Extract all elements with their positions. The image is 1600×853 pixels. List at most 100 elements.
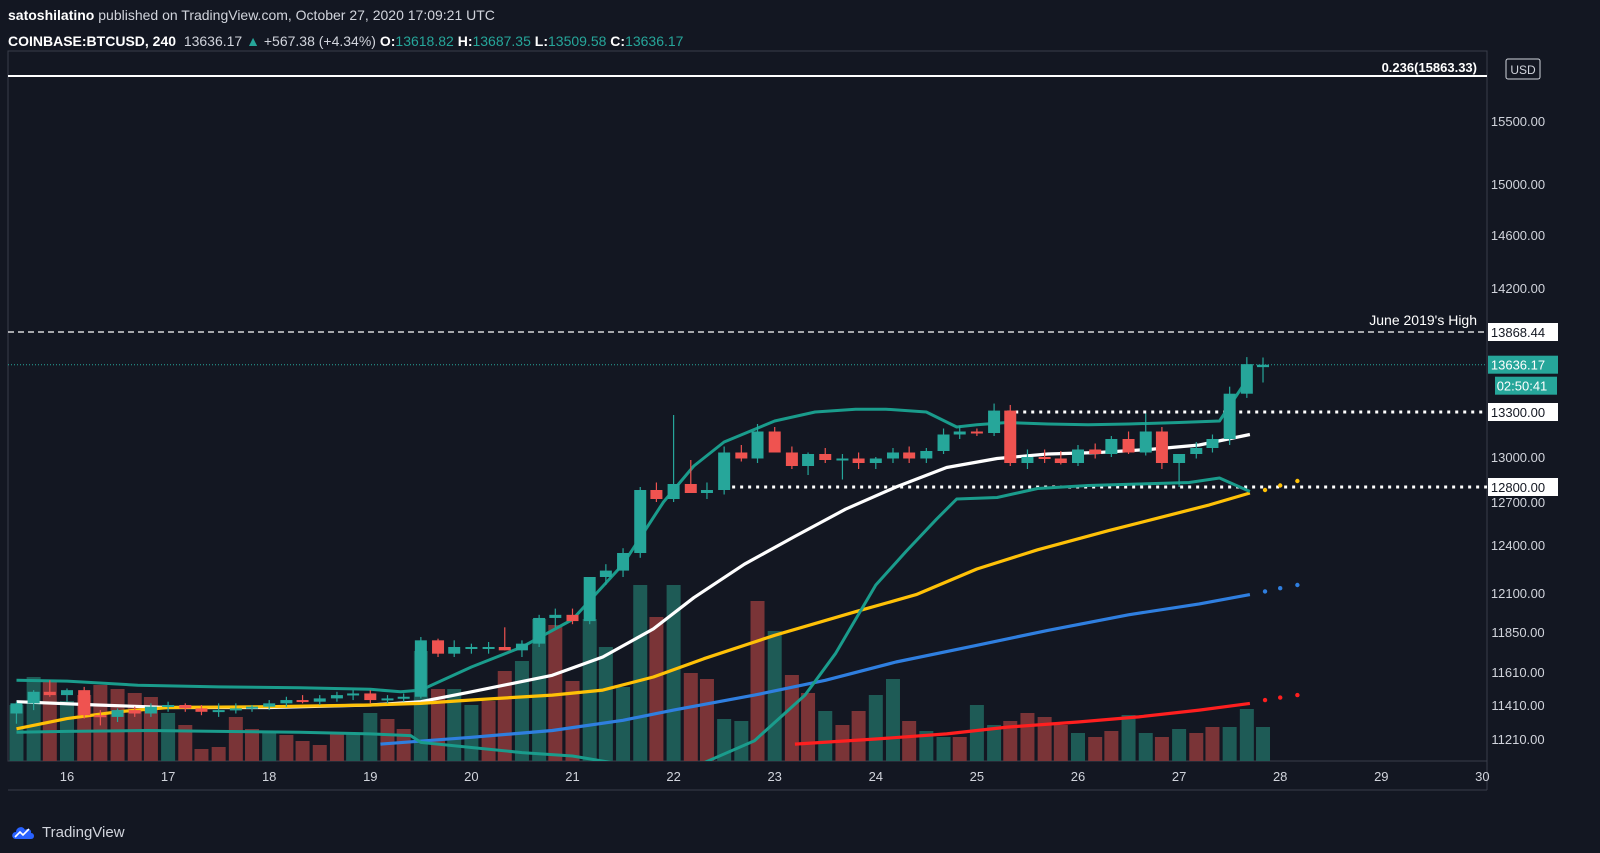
projection-dot-sma_blue	[1278, 586, 1283, 591]
volume-bar	[514, 661, 529, 761]
candle-body	[768, 431, 781, 453]
volume-bar	[228, 717, 243, 761]
candle-body	[229, 708, 242, 711]
candle-body	[1223, 393, 1236, 439]
candle-body	[684, 484, 697, 493]
projection-dot-sma_yellow	[1295, 478, 1300, 484]
tradingview-cloud-icon	[12, 827, 34, 839]
support-upper-price-tag-bg	[1488, 403, 1558, 421]
volume-bar	[497, 671, 512, 761]
projection-dot-sma_yellow	[1278, 483, 1283, 488]
chart-header: satoshilatino published on TradingView.c…	[8, 6, 1588, 50]
volume-bar	[346, 733, 361, 761]
candle-body	[313, 698, 326, 702]
volume-bar	[851, 711, 866, 761]
candle-body	[785, 452, 798, 466]
volume-bar	[1088, 737, 1103, 761]
candle-body	[1240, 364, 1253, 394]
indicator-line-sma_yellow	[16, 491, 1251, 731]
projection-dot-sma_red	[1295, 692, 1300, 698]
candle-body	[27, 691, 40, 704]
x-axis-tick-label: 29	[1374, 769, 1388, 784]
x-axis-tick-label: 25	[970, 769, 984, 784]
volume-bar	[1071, 733, 1085, 761]
candle-body	[751, 431, 764, 459]
volume-bar	[178, 725, 193, 761]
candle-body	[852, 458, 865, 463]
close-label: C:	[610, 33, 626, 49]
x-axis-tick-label: 19	[363, 769, 377, 784]
candle-body	[1190, 448, 1203, 454]
volume-bar	[987, 725, 1002, 761]
x-axis-tick-label: 16	[60, 769, 74, 784]
brand-name[interactable]: TradingView	[42, 823, 125, 841]
y-axis-tick-label: 14600.00	[1491, 228, 1545, 243]
volume-bar	[936, 737, 951, 761]
candle-body	[1089, 449, 1102, 454]
candle-body	[1122, 439, 1135, 453]
candle-body	[296, 700, 309, 703]
volume-bar	[1205, 727, 1220, 761]
volume-bar	[1104, 731, 1119, 761]
symbol-label[interactable]: COINBASE:BTCUSD, 240	[8, 33, 177, 49]
candle-body	[988, 410, 1001, 433]
volume-bar	[699, 679, 714, 761]
x-axis-tick-label: 24	[869, 769, 883, 784]
volume-bar	[1222, 727, 1237, 761]
candle-body	[179, 705, 192, 709]
volume-bar	[329, 733, 344, 761]
candle-body	[1021, 457, 1034, 463]
volume-bar	[666, 585, 681, 761]
candle-body	[599, 570, 612, 577]
volume-bar	[161, 713, 176, 761]
volume-bar	[211, 747, 226, 761]
y-axis-tick-label: 15000.00	[1491, 177, 1545, 192]
candle-body	[212, 710, 225, 713]
volume-bar	[1020, 713, 1035, 761]
volume-bar	[532, 619, 547, 761]
currency-badge: USD	[1510, 63, 1536, 77]
volume-bar	[110, 689, 125, 761]
plot-area	[8, 75, 1487, 761]
candle-body	[381, 698, 394, 701]
volume-bar	[616, 687, 631, 761]
volume-bar	[598, 647, 613, 761]
candle-body	[819, 454, 832, 460]
volume-bar	[1256, 727, 1271, 761]
volume-bar	[565, 681, 580, 761]
support-lower-price-tag-bg	[1488, 478, 1558, 496]
y-axis-tick-label: 11210.00	[1491, 732, 1544, 747]
volume-bar	[767, 631, 782, 761]
volume-bar	[902, 721, 917, 761]
volume-bar	[952, 737, 967, 761]
volume-bar	[1138, 733, 1153, 761]
june-2019-high-label: June 2019's High	[1369, 312, 1477, 328]
candle-body	[1257, 364, 1270, 368]
y-axis-tick-label: 11410.00	[1491, 698, 1544, 713]
volume-bar	[1189, 733, 1204, 761]
last-price: 13636.17	[183, 33, 243, 49]
volume-bar	[649, 617, 664, 761]
low-value: 13509.58	[548, 33, 607, 49]
candle-body	[347, 693, 360, 696]
candle-body	[246, 706, 259, 709]
june-high-price-tag: 13868.44	[1491, 325, 1545, 340]
candle-body	[61, 690, 73, 696]
candle-body	[700, 490, 713, 493]
author-name[interactable]: satoshilatino	[8, 7, 95, 23]
volume-bar	[481, 701, 496, 761]
volume-bar	[633, 585, 648, 761]
candle-body	[1173, 454, 1186, 463]
currency-badge-frame	[1505, 58, 1541, 80]
candle-body	[144, 706, 157, 714]
x-axis-tick-label: 26	[1071, 769, 1085, 784]
candle-body	[498, 647, 511, 651]
candle-body	[566, 614, 579, 622]
publish-info: published on TradingView.com, October 27…	[98, 7, 495, 23]
indicator-line-sma_blue	[380, 593, 1251, 746]
candle-body	[920, 451, 933, 459]
publish-line: satoshilatino published on TradingView.c…	[8, 6, 1588, 24]
volume-bar	[835, 725, 850, 761]
indicator-line-bollinger	[16, 374, 1252, 694]
